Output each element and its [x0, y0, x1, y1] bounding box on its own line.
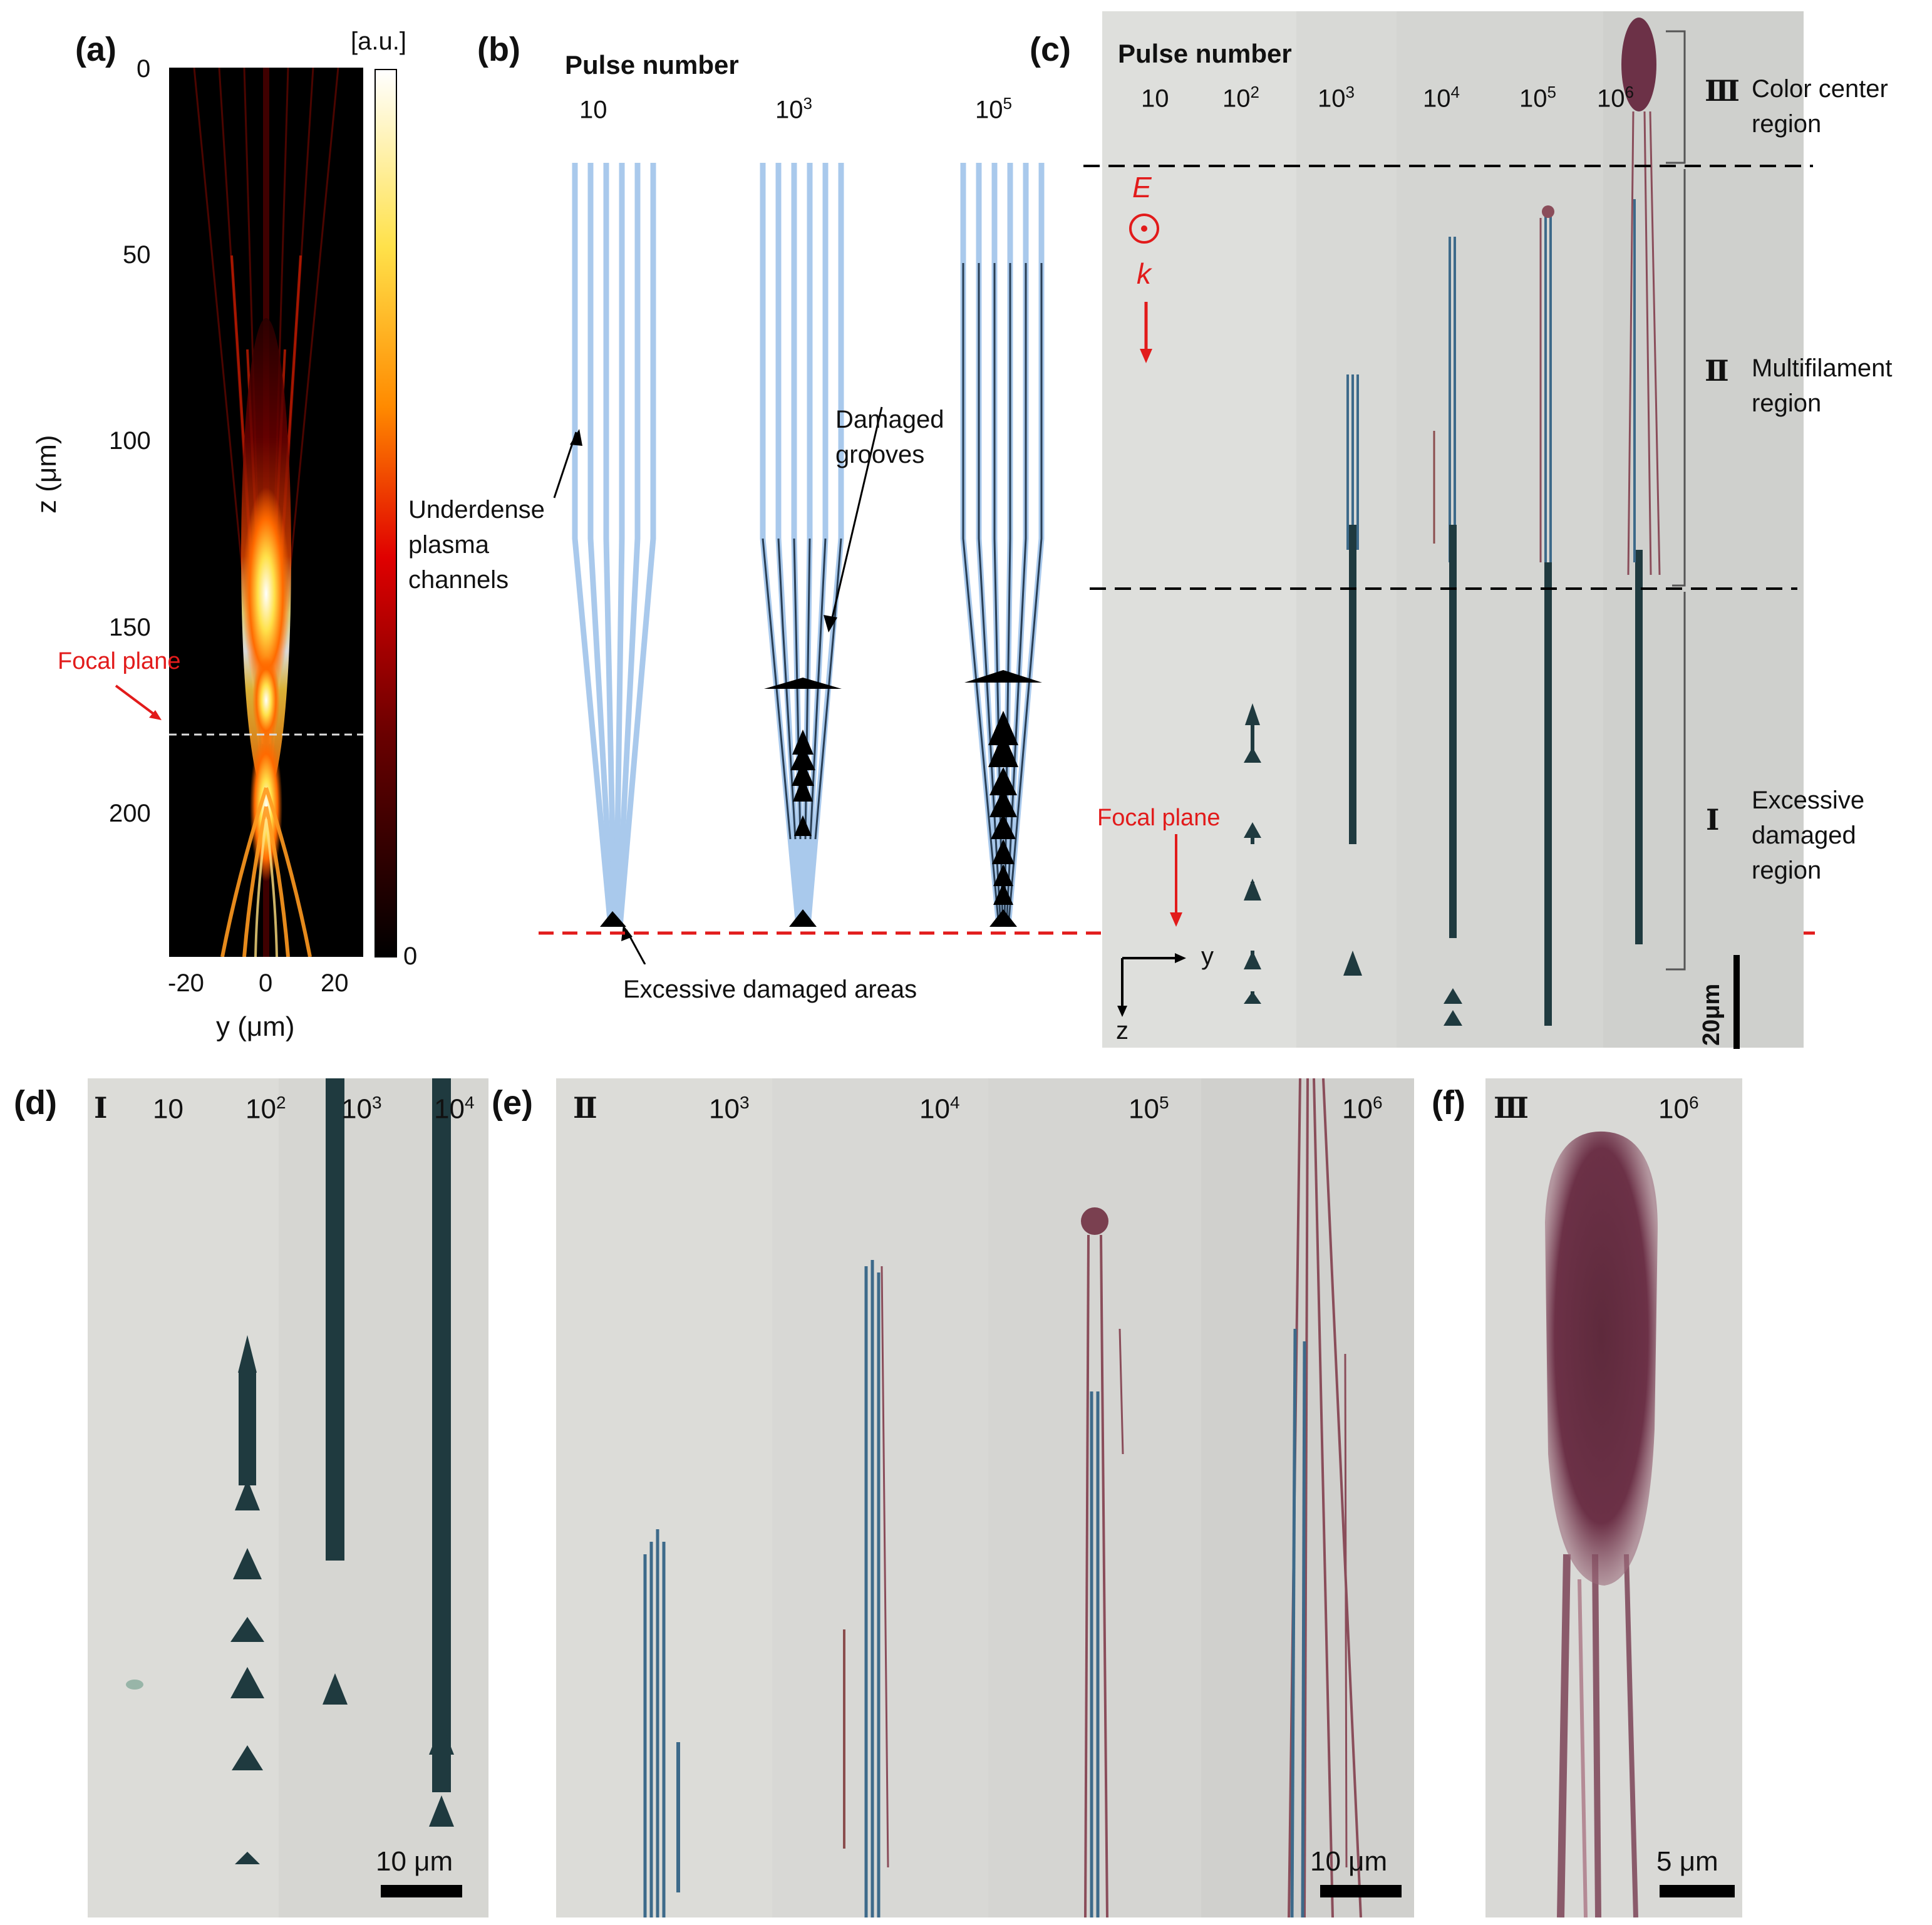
z-tick-50: 50: [123, 241, 151, 269]
panel-e-col-3: 105: [1129, 1093, 1169, 1125]
panel-c-col-1: 10: [1141, 85, 1169, 113]
panel-c-label: (c): [1030, 31, 1071, 68]
panel-d-scalebar: [381, 1885, 462, 1897]
annot-grooves-1: Damaged: [835, 406, 944, 433]
panel-e-col-4: 106: [1342, 1093, 1383, 1125]
panel-e-scalebar-label: 10 μm: [1310, 1846, 1388, 1877]
region-III-numeral: Ⅲ: [1705, 75, 1740, 107]
panel-d-numeral: Ⅰ: [94, 1092, 108, 1124]
y-tick-0: 0: [259, 969, 273, 997]
panel-f-numeral: Ⅲ: [1494, 1092, 1529, 1124]
panel-c-axis-z: z: [1116, 1017, 1129, 1045]
panel-f-micrograph: [1485, 1078, 1742, 1917]
panel-b-label: (b): [477, 31, 520, 68]
region-I-line-3: region: [1752, 857, 1822, 884]
y-tick-20: 20: [321, 969, 349, 997]
annot-underdense-1: Underdense: [408, 496, 545, 524]
panel-a-focal-arrow: [115, 684, 162, 720]
panel-c-col-6: 106: [1597, 83, 1634, 113]
panel-c-header: Pulse number: [1118, 39, 1292, 68]
region-I-line-1: Excessive: [1752, 787, 1865, 814]
region-I-numeral: Ⅰ: [1706, 804, 1720, 836]
region-II-line-1: Multifilament: [1752, 354, 1893, 382]
panel-e-col-2: 104: [919, 1093, 960, 1125]
panel-c-focal-label: Focal plane: [1097, 805, 1221, 831]
polarization-icon: [1129, 214, 1159, 244]
panel-a-label: (a): [75, 31, 116, 68]
z-tick-200: 200: [109, 800, 151, 827]
region-II-line-2: region: [1752, 390, 1822, 417]
panel-d-col-1: 10: [153, 1093, 183, 1125]
schematic-col-1: [572, 163, 656, 927]
panel-e-col-1: 103: [709, 1093, 750, 1125]
k-vector-label: k: [1137, 257, 1151, 290]
panel-b-col-3: 105: [975, 94, 1012, 124]
annot-grooves-2: grooves: [835, 441, 925, 468]
panel-f-scalebar-label: 5 μm: [1656, 1846, 1718, 1877]
z-tick-0: 0: [137, 55, 151, 83]
panel-c-region-lines: [1083, 30, 1813, 971]
panel-d-col-4: 104: [434, 1093, 475, 1125]
panel-d-col-3: 103: [341, 1093, 382, 1125]
panel-c-scalebar: [1733, 955, 1740, 1049]
annot-excessive: Excessive damaged areas: [623, 976, 917, 1003]
annot-underdense-3: channels: [408, 566, 509, 594]
panel-e-micrograph: [556, 1078, 1414, 1917]
region-III-line-1: Color center: [1752, 75, 1888, 103]
panel-c-axis-y: y: [1201, 942, 1214, 970]
panel-c-col-2: 102: [1222, 83, 1259, 113]
panel-e-scalebar: [1320, 1885, 1402, 1897]
annot-underdense-2: plasma: [408, 531, 489, 559]
schematic-col-2: [760, 163, 844, 927]
y-tick-m20: -20: [168, 969, 204, 997]
y-axis-label: y (μm): [216, 1011, 295, 1042]
panel-c-axes-icon: [1117, 953, 1186, 1017]
panel-d-scalebar-label: 10 μm: [376, 1846, 453, 1877]
panel-b-header: Pulse number: [565, 50, 739, 80]
panel-a-heatmap: [169, 68, 363, 957]
k-arrow-icon: [1140, 302, 1152, 363]
panel-c-col-5: 105: [1519, 83, 1556, 113]
colorbar-unit: [a.u.]: [351, 28, 406, 55]
colorbar-min: 0: [403, 942, 418, 970]
panel-c-focal-arrow: [1170, 834, 1182, 927]
panel-b-col-1: 10: [579, 96, 607, 124]
panel-d-label: (d): [14, 1084, 57, 1122]
panel-e-numeral: Ⅱ: [573, 1092, 597, 1124]
panel-f-col-1: 106: [1658, 1093, 1699, 1125]
panel-b-schematic: [553, 163, 1045, 964]
panel-f-label: (f): [1432, 1084, 1465, 1122]
region-II-numeral: Ⅱ: [1705, 355, 1729, 387]
schematic-col1-damage: [600, 911, 626, 927]
E-field-label: E: [1132, 171, 1152, 204]
panel-d-col-2: 102: [245, 1093, 286, 1125]
panel-f-scalebar: [1660, 1885, 1735, 1897]
panel-c-micrograph: [1102, 11, 1804, 1048]
panel-e-label: (e): [492, 1084, 533, 1122]
z-tick-150: 150: [109, 614, 151, 641]
panel-c-col-3: 103: [1318, 83, 1355, 113]
panel-b-col-2: 103: [775, 94, 812, 124]
panel-c-scalebar-label: 20μm: [1698, 983, 1725, 1046]
region-III-line-2: region: [1752, 110, 1822, 138]
panel-d-micrograph: [88, 1078, 488, 1917]
panel-c-col-4: 104: [1423, 83, 1460, 113]
colorbar: [375, 69, 397, 957]
z-tick-100: 100: [109, 427, 151, 455]
region-I-line-2: damaged: [1752, 822, 1856, 849]
panel-a-focal-label: Focal plane: [58, 648, 181, 674]
z-axis-label: z (μm): [31, 435, 62, 514]
